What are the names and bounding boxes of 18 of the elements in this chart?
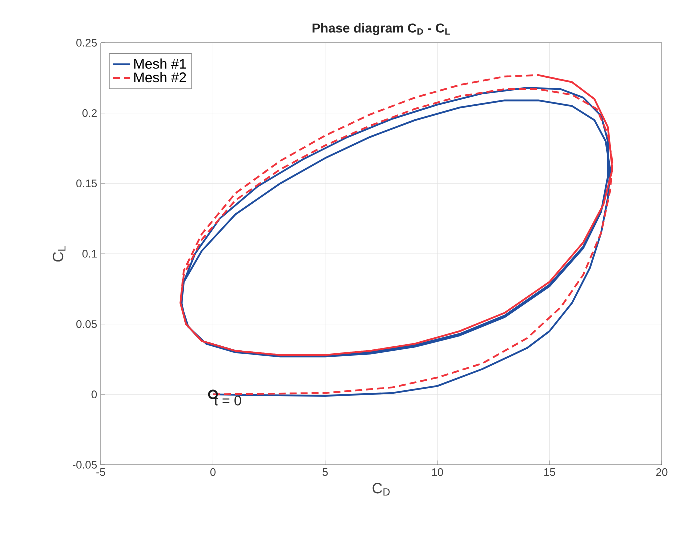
y-tick-label: 0.2 [82,109,97,118]
x-tick-label: 10 [432,468,444,476]
y-tick-label: 0.25 [76,39,98,47]
x-axis-title: C$_{D}$ [372,483,390,496]
x-tick-label: 5 [322,468,328,476]
y-tick-label: 0.1 [82,250,97,258]
y-tick-label: 0.05 [76,320,98,328]
y-tick-label: -0.05 [72,461,98,469]
x-tick-label: 20 [656,468,668,476]
chart-title: Phase diagram C$_{D}$ - C$_{L}$ [312,23,450,36]
y-axis-title: C$_{L}$ [52,246,66,262]
legend-label: Mesh #1 [134,58,186,69]
y-tick-label: 0.15 [76,180,98,188]
y-tick-label: 0 [92,390,98,399]
x-tick-label: -5 [96,468,106,476]
legend-label: Mesh #2 [134,72,186,83]
x-tick-label: 0 [210,468,216,476]
x-tick-label: 15 [544,468,556,476]
